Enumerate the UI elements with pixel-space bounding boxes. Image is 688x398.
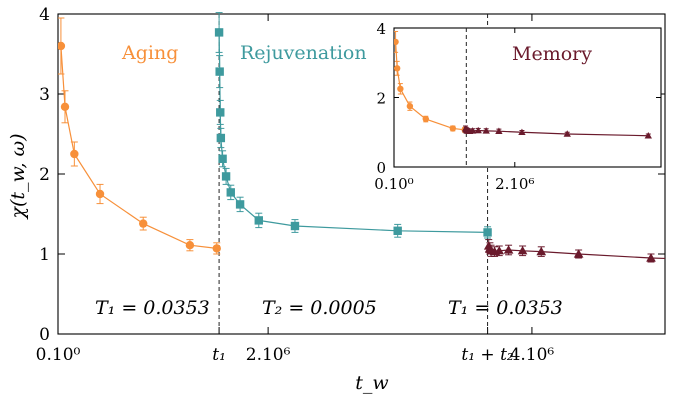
rejuvenation-label: Rejuvenation: [240, 42, 367, 64]
inset-series-0-point: [406, 102, 414, 110]
inset-series-0-point: [422, 115, 429, 123]
inset-series-1-point: [468, 127, 477, 134]
main-series-0-point: [95, 189, 105, 199]
main-series-2-point: [494, 245, 505, 255]
inset-xtick-label: 2.10⁶: [495, 175, 534, 193]
main-ytick-label: 0: [39, 325, 50, 345]
inset-series-1-point: [518, 128, 526, 136]
inset-series-group: [394, 30, 652, 139]
main-series-2-point: [536, 246, 547, 256]
main-series-group: [58, 12, 665, 263]
inset-series-1-point: [495, 127, 503, 134]
main-series-1-point: [221, 172, 231, 181]
main-series-0-point: [70, 149, 79, 159]
inset-series-1-point: [644, 132, 652, 139]
main-series-1-point: [218, 154, 227, 163]
inset-series-0-point: [397, 85, 404, 93]
x-axis-label: t_w: [355, 372, 388, 394]
main-series-0-point: [185, 241, 195, 250]
inset-series-1-point: [474, 126, 482, 134]
main-series-1-point: [214, 28, 224, 37]
main-series-1-point: [235, 200, 245, 209]
main-series-1-point: [226, 188, 235, 197]
aging-label: Aging: [121, 42, 178, 64]
main-series-1-point: [216, 108, 225, 117]
main-extra-xtick-label: t₁: [212, 345, 226, 365]
main-series-0-line: [60, 45, 217, 249]
inset-ytick-label: 2: [376, 90, 386, 108]
main-extra-xtick-label: t₁ + t₂: [461, 345, 514, 365]
y-axis-label: χ(t_w, ω): [7, 133, 29, 220]
main-series-1-point: [483, 228, 492, 237]
inset-ytick-label: 0: [376, 159, 386, 177]
inset-xtick-label: 0.10⁰: [374, 175, 413, 193]
main-ytick-label: 2: [39, 165, 50, 185]
main-series-2-point: [517, 245, 528, 255]
inset-ytick-label: 4: [376, 20, 386, 38]
main-series-0-point: [58, 41, 66, 51]
memory-label: Memory: [512, 43, 592, 65]
main-ytick-label: 4: [39, 5, 50, 25]
main-series-2-point: [646, 253, 656, 262]
main-series-0-point: [139, 219, 148, 228]
main-xtick-label: 0.10⁰: [36, 345, 81, 365]
region-t1-label: T₁ = 0.0353: [95, 297, 210, 319]
region-t2-label: T₂ = 0.0005: [262, 297, 377, 319]
main-series-0-point: [212, 244, 221, 253]
main-series-1-point: [216, 133, 226, 143]
inset-series-0-point: [449, 125, 457, 132]
main-series-2-point: [503, 245, 514, 254]
main-series-1-point: [290, 221, 300, 231]
main-series-1-point: [215, 67, 224, 76]
main-ytick-label: 1: [39, 245, 50, 265]
inset-series-1-point: [563, 130, 571, 137]
main-ytick-label: 3: [39, 85, 50, 105]
main-xtick-label: 4.10⁶: [510, 345, 555, 365]
main-xtick-label: 2.10⁶: [246, 345, 291, 365]
main-series-2-point: [573, 249, 584, 258]
inset-series-0-point: [394, 65, 401, 72]
inset-series-1-point: [482, 127, 490, 134]
inset-series-0-point: [394, 38, 399, 46]
main-series-0-point: [60, 102, 70, 112]
main-series-1-point: [254, 216, 263, 225]
main-series-1-point: [393, 226, 402, 235]
region-t3-label: T₁ = 0.0353: [448, 297, 563, 319]
inset-background: [394, 28, 661, 167]
